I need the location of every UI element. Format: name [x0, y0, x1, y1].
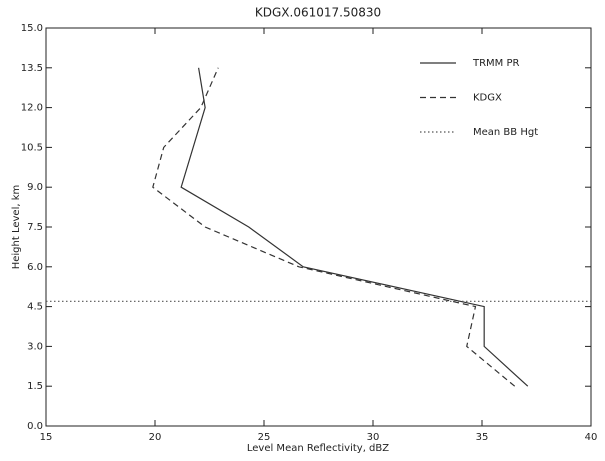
y-tick-label: 3.0 [27, 341, 43, 352]
y-tick-label: 0.0 [27, 421, 43, 432]
y-tick-label: 1.5 [27, 381, 43, 392]
x-tick-label: 15 [40, 432, 53, 443]
legend-label: Mean BB Hgt [473, 127, 538, 138]
series-line [152, 67, 516, 387]
y-tick-label: 6.0 [27, 262, 43, 273]
y-axis-label: Height Level, km [11, 185, 22, 270]
x-tick-label: 20 [149, 432, 162, 443]
y-tick-label: 7.5 [27, 222, 43, 233]
x-tick-label: 30 [367, 432, 380, 443]
y-tick-label: 4.5 [27, 302, 43, 313]
y-tick-label: 15.0 [21, 23, 43, 34]
plot-frame [45, 27, 592, 427]
x-axis-label: Level Mean Reflectivity, dBZ [247, 443, 389, 454]
legend-label: KDGX [473, 93, 502, 104]
series-line [180, 67, 529, 387]
x-tick-label: 40 [585, 432, 598, 443]
y-tick-label: 13.5 [21, 63, 43, 74]
chart-title: KDGX.061017.50830 [255, 6, 381, 20]
legend-label: TRMM PR [472, 58, 520, 69]
x-tick-label: 25 [258, 432, 271, 443]
y-tick-label: 10.5 [21, 142, 43, 153]
y-tick-label: 9.0 [27, 182, 43, 193]
y-tick-label: 12.0 [21, 103, 43, 114]
x-tick-label: 35 [476, 432, 489, 443]
